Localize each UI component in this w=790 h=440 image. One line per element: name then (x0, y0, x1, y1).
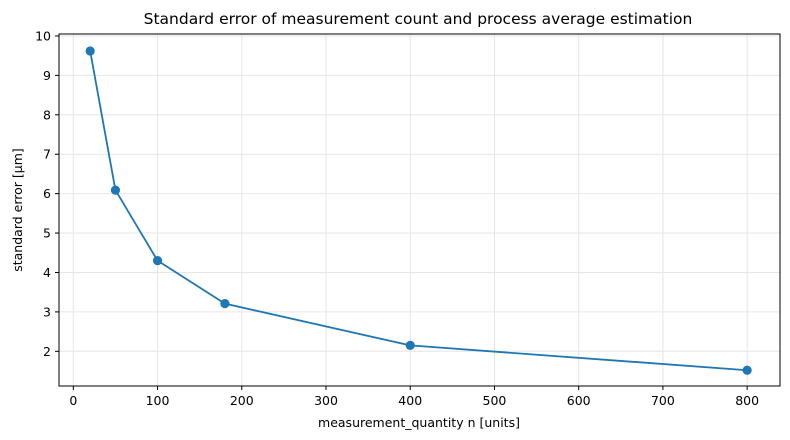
y-tick-label: 4 (43, 265, 51, 280)
x-tick-label: 700 (651, 393, 675, 408)
x-tick-label: 0 (69, 393, 77, 408)
x-tick-label: 800 (735, 393, 759, 408)
y-tick-label: 5 (43, 226, 51, 241)
y-gridlines (59, 35, 780, 352)
x-axis: 0 100 200 300 400 500 600 700 800 (69, 386, 759, 408)
y-tick-label: 9 (43, 68, 51, 83)
data-point (742, 365, 752, 375)
y-tick-label: 3 (43, 304, 51, 319)
y-tick-label: 2 (43, 344, 51, 359)
data-point (85, 46, 95, 56)
plot-area (58, 33, 781, 387)
series-layer (85, 46, 752, 375)
x-tick-label: 400 (398, 393, 422, 408)
chart-title: Standard error of measurement count and … (144, 10, 693, 28)
x-tick-label: 100 (146, 393, 170, 408)
plot-background (59, 34, 780, 386)
x-axis-label: measurement_quantity n [units] (318, 415, 520, 430)
y-tick-label: 8 (43, 107, 51, 122)
data-point (152, 256, 163, 266)
y-axis: 2 3 4 5 6 7 8 9 10 (35, 28, 59, 359)
y-tick-label: 10 (35, 28, 51, 43)
x-tick-label: 200 (230, 393, 254, 408)
y-tick-label: 6 (43, 186, 51, 201)
x-tick-label: 300 (314, 393, 338, 408)
data-point (405, 340, 415, 350)
series-line (89, 50, 748, 372)
data-point (220, 299, 230, 309)
x-gridlines (72, 34, 748, 386)
axes-frame (58, 33, 781, 387)
y-axis-label: standard error [μm] (10, 148, 25, 272)
x-tick-label: 600 (567, 393, 591, 408)
y-tick-label: 7 (43, 147, 51, 162)
x-tick-label: 500 (483, 393, 507, 408)
data-point (110, 185, 121, 195)
